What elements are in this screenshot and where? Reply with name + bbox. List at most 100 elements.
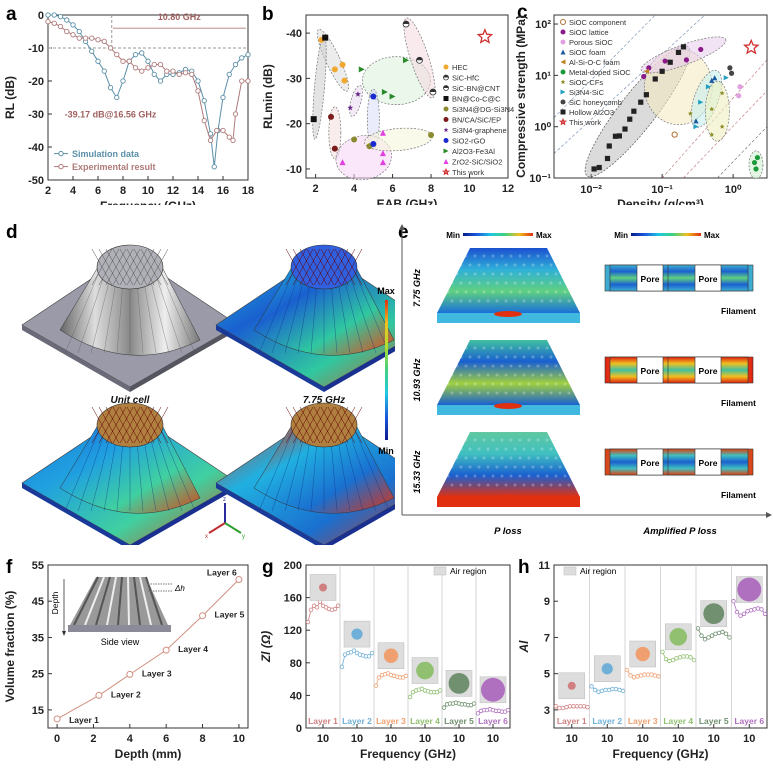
lattice-hole bbox=[536, 290, 540, 294]
lattice-hole bbox=[486, 483, 490, 487]
data-point-9 bbox=[631, 108, 637, 114]
data-point bbox=[170, 68, 176, 74]
panel-a: a 2 4 6 8 10 12 14 16 18 0 -10 -20 -30 -40 -50 Frequency… bbox=[0, 0, 258, 213]
data-point bbox=[114, 94, 120, 101]
inset-ridge bbox=[84, 576, 105, 626]
guide-line bbox=[661, 59, 768, 179]
lattice-hole bbox=[545, 346, 549, 350]
lattice-hole bbox=[563, 346, 567, 350]
cone-rib bbox=[258, 427, 295, 512]
data-point bbox=[366, 654, 372, 659]
y-axis-label: Al bbox=[517, 640, 531, 654]
data-point bbox=[734, 609, 740, 615]
lattice-hole bbox=[527, 254, 531, 258]
panel-label-d: d bbox=[6, 222, 18, 243]
pore-0 bbox=[636, 356, 664, 384]
lattice-hole bbox=[554, 456, 558, 460]
data-point-10 bbox=[476, 27, 494, 44]
unit-cell-1 bbox=[215, 244, 433, 392]
lattice-line bbox=[292, 248, 314, 286]
x-tick-label: 4 bbox=[127, 733, 134, 745]
plot-frame bbox=[305, 14, 509, 179]
lattice-hole bbox=[500, 254, 504, 258]
lattice-hole bbox=[459, 391, 463, 395]
lattice-hole bbox=[527, 474, 531, 478]
data-point-9 bbox=[667, 59, 673, 65]
legend-label: Air region bbox=[450, 566, 487, 576]
plot-frame bbox=[553, 14, 768, 179]
data-point-9 bbox=[379, 159, 386, 166]
lattice-hole bbox=[540, 263, 544, 267]
lattice-hole bbox=[513, 391, 517, 395]
data-point bbox=[195, 88, 201, 94]
data-point bbox=[107, 84, 114, 91]
lattice-hole bbox=[509, 364, 513, 368]
data-point bbox=[645, 672, 651, 677]
lattice-hole bbox=[522, 447, 526, 451]
legend-label: SiOC foam bbox=[569, 48, 606, 57]
data-point bbox=[681, 654, 686, 659]
lattice-hole bbox=[495, 447, 499, 451]
data-point bbox=[713, 631, 718, 637]
y-tick-label: 80 bbox=[290, 658, 302, 670]
pore-label: Pore bbox=[641, 274, 660, 284]
y-tick-label: 120 bbox=[284, 625, 302, 637]
lattice-hole bbox=[563, 272, 567, 276]
data-point-5 bbox=[753, 166, 759, 172]
data-point-1 bbox=[641, 73, 647, 80]
legend-marker bbox=[560, 59, 566, 65]
lattice-hole bbox=[513, 373, 517, 377]
lattice-hole bbox=[540, 299, 544, 303]
data-point-9 bbox=[379, 150, 386, 157]
group-ellipse bbox=[640, 36, 727, 74]
layer-label-3: Layer 4 bbox=[663, 716, 693, 726]
lattice-hole bbox=[482, 364, 486, 368]
lattice-hole bbox=[446, 364, 450, 368]
cone-rib bbox=[347, 269, 377, 354]
x-axis-label: Frequency (GHz) bbox=[612, 747, 708, 761]
legend-label: SiO2-rGO bbox=[452, 137, 486, 146]
lattice-hole bbox=[455, 382, 459, 386]
unit-cell-2 bbox=[21, 402, 239, 550]
lattice-hole bbox=[446, 272, 450, 276]
data-point bbox=[624, 667, 630, 673]
lattice-hole bbox=[486, 465, 490, 469]
lattice-hole bbox=[500, 438, 504, 442]
lattice-hole bbox=[473, 272, 477, 276]
lattice-line bbox=[126, 406, 148, 444]
lattice-hole bbox=[473, 382, 477, 386]
data-point bbox=[157, 78, 164, 84]
data-point bbox=[139, 50, 145, 56]
lattice-hole bbox=[455, 290, 459, 294]
lattice-hole bbox=[522, 281, 526, 285]
colorbar-min-1: Min bbox=[446, 231, 460, 240]
y-tick-label: 0 bbox=[38, 10, 44, 22]
data-point bbox=[226, 134, 232, 140]
lattice-line bbox=[119, 406, 141, 444]
lattice-hole bbox=[491, 254, 495, 258]
lattice-hole bbox=[536, 346, 540, 350]
data-point-7 bbox=[705, 84, 712, 90]
data-point bbox=[571, 704, 576, 709]
data-point bbox=[120, 78, 126, 84]
legend-marker bbox=[443, 85, 449, 91]
legend-label: Al-Si-O-C foam bbox=[569, 58, 620, 67]
data-point-8 bbox=[389, 93, 396, 100]
lattice-hole bbox=[495, 391, 499, 395]
lattice-hole bbox=[504, 483, 508, 487]
data-point bbox=[145, 58, 151, 64]
lattice-hole bbox=[531, 263, 535, 267]
data-point-7 bbox=[723, 75, 729, 81]
lattice-line bbox=[147, 248, 169, 286]
lattice-hole bbox=[531, 391, 535, 395]
data-point bbox=[245, 78, 251, 84]
data-point bbox=[613, 686, 619, 692]
data-point bbox=[709, 633, 715, 638]
x-tick-label: 10 bbox=[317, 733, 329, 745]
lattice-hole bbox=[504, 299, 508, 303]
lattice-hole bbox=[500, 290, 504, 294]
data-point-9 bbox=[680, 44, 687, 50]
row-label-1: 10.93 GHz bbox=[412, 358, 422, 402]
data-point bbox=[667, 658, 672, 664]
lattice-hole bbox=[563, 382, 567, 386]
